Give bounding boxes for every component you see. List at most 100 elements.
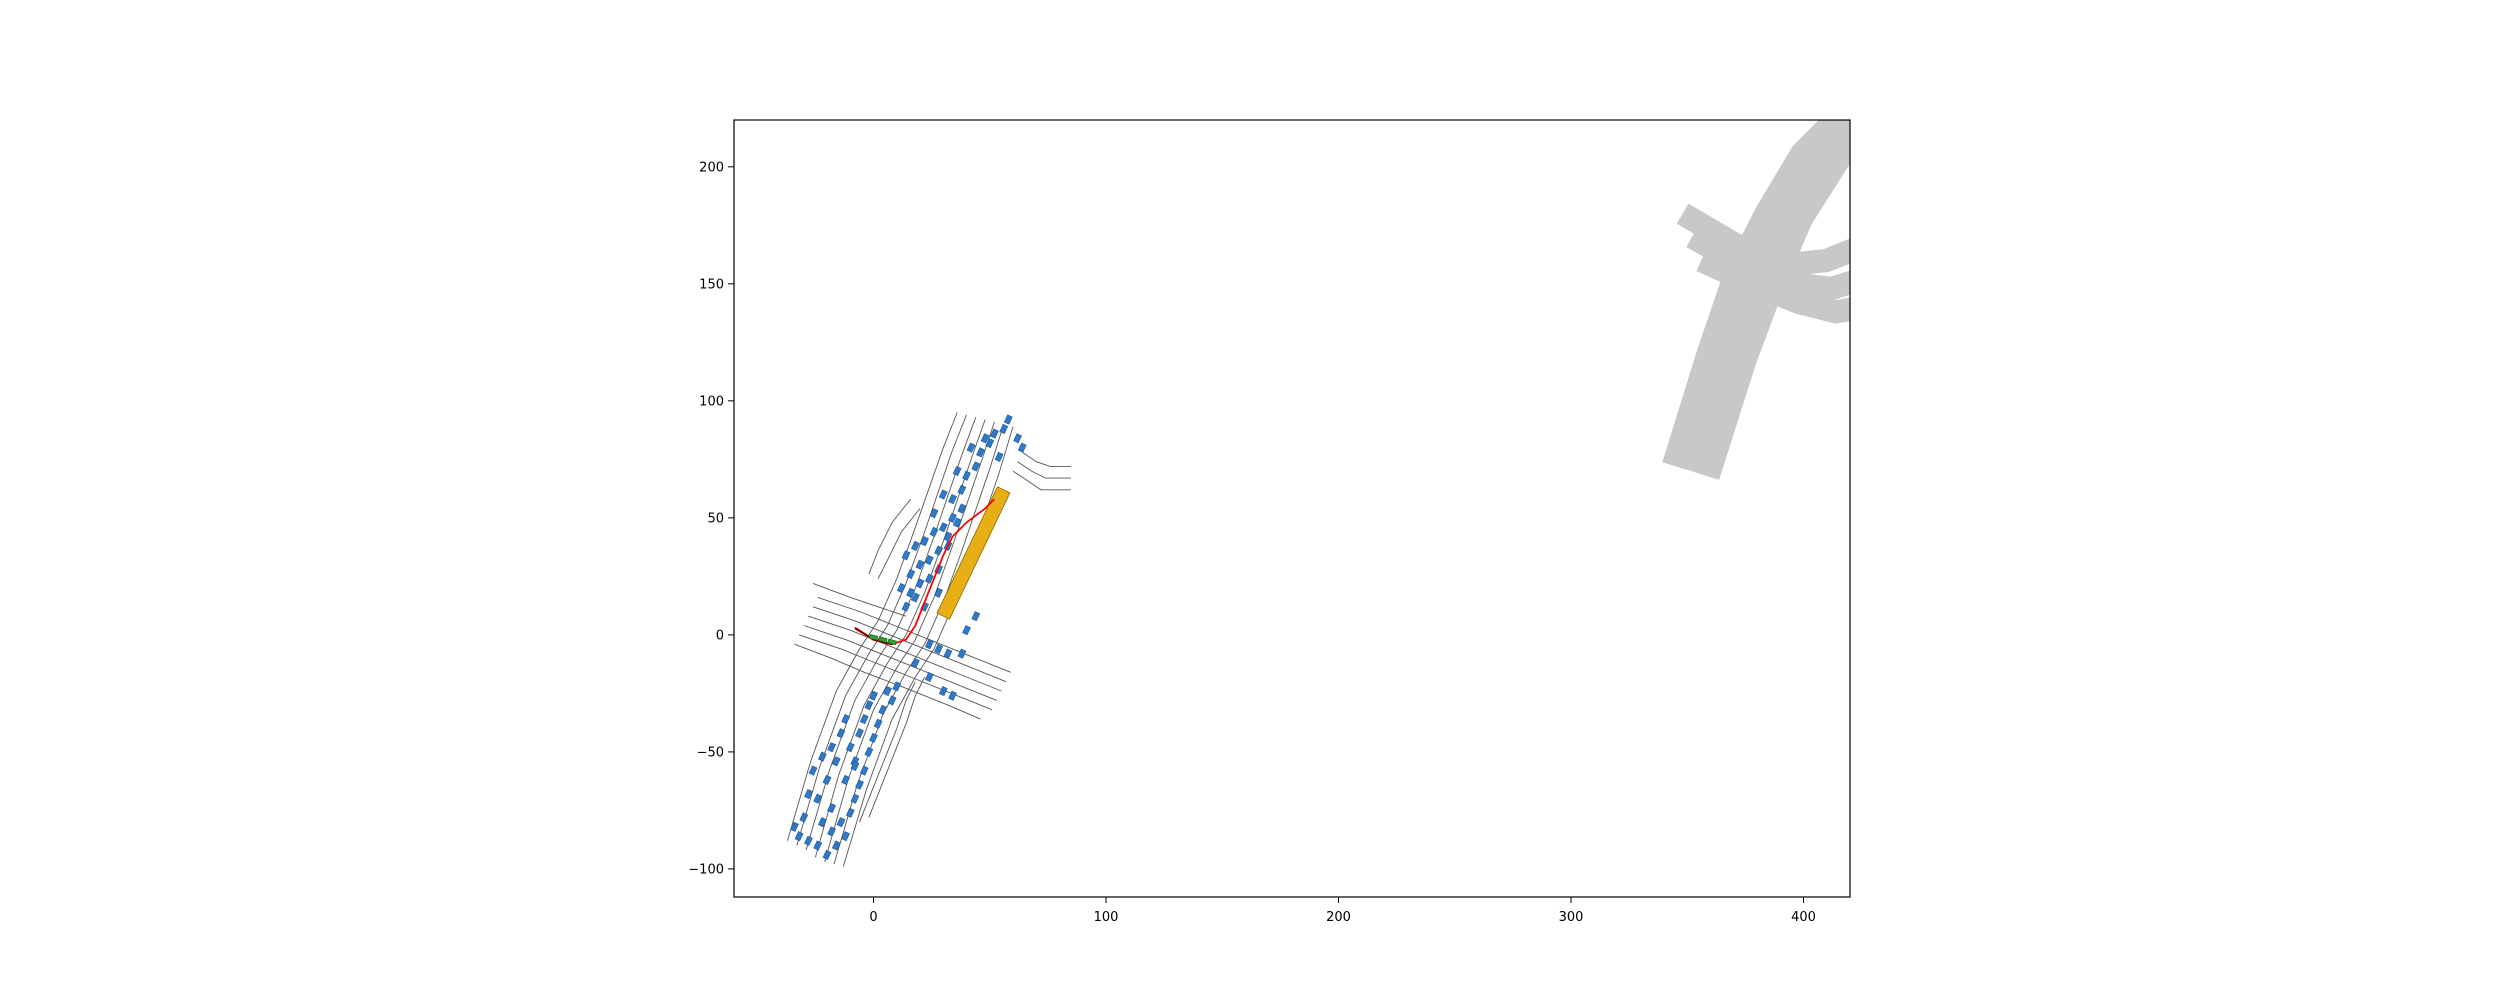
vehicle-30 [873,718,883,729]
vehicle-27 [869,732,878,743]
agents [868,633,897,646]
vehicle-26 [827,742,837,753]
y-tick-label-3: 50 [707,511,724,526]
far-road-5 [1696,249,1850,324]
vehicle-0 [822,849,832,860]
vehicle-51 [915,578,925,589]
vehicle-76 [957,503,967,514]
vehicle-34 [864,700,874,711]
vehicle-35 [887,695,897,706]
vehicles [790,414,1027,860]
vehicle-66 [976,447,985,458]
vehicle-64 [971,461,981,472]
vehicle-11 [845,807,855,818]
lane-line-14 [1012,470,1072,491]
vehicle-54 [911,592,920,603]
vehicle-71 [980,433,990,444]
lane-line-5 [833,424,1005,865]
goal-box [936,486,1011,620]
vehicle-84 [924,671,934,683]
vehicle-16 [855,779,864,790]
far-road-2 [1692,120,1850,480]
x-tick-label-3: 300 [1559,910,1584,925]
lane-line-10 [803,625,997,701]
x-tick-label-4: 400 [1791,910,1816,925]
vehicle-6 [827,826,836,837]
vehicle-72 [1013,433,1022,444]
vehicle-36 [869,690,878,701]
vehicle-74 [994,451,1004,463]
lane-line-15 [1017,461,1072,479]
y-tick-label-2: 0 [716,628,724,643]
lane-line-7 [808,615,1002,692]
vehicle-47 [934,545,943,556]
vehicle-5 [841,831,850,842]
vehicle-22 [831,756,841,767]
vehicle-45 [915,559,925,570]
vehicle-78 [952,517,962,528]
vehicle-10 [836,817,846,828]
lane-line-1 [805,417,977,851]
vehicle-8 [799,812,809,823]
vehicle-75 [1017,442,1027,453]
x-axis-ticks: 0 100 200 300 400 [869,897,1816,925]
x-tick-label-1: 100 [1094,910,1119,925]
lane-line-13 [794,643,981,720]
vehicle-82 [943,648,953,659]
y-tick-label-6: 200 [699,160,724,175]
vehicle-49 [897,583,906,594]
lane-line-16 [1022,451,1072,467]
vehicle-13 [850,793,860,804]
vehicle-87 [910,657,920,669]
vehicle-65 [952,466,962,477]
lane-line-12 [812,582,907,617]
y-axis-ticks: −100 −50 0 50 100 150 200 [688,160,734,877]
vehicle-19 [808,765,818,776]
vehicle-62 [938,489,948,500]
y-tick-label-1: −50 [697,745,724,760]
agent-0 [868,633,879,641]
lane-line-18 [868,676,926,818]
vehicle-44 [906,568,916,580]
vehicle-7 [818,817,827,828]
lane-line-17 [859,681,916,823]
vehicle-59 [929,508,939,519]
vehicle-67 [985,437,995,449]
lane-line-4 [824,421,995,863]
vehicle-32 [841,714,851,725]
agent-2 [887,638,897,646]
vehicle-25 [845,742,855,753]
vehicle-20 [859,765,869,776]
vehicle-88 [962,625,971,636]
lane-line-6 [842,426,1014,867]
y-tick-label-4: 100 [699,394,724,409]
far-road-3 [1676,203,1850,277]
axes-frame [733,119,1851,898]
lane-line-2 [796,414,967,846]
vehicle-81 [934,643,943,654]
vehicle-73 [1003,414,1013,425]
vehicle-46 [924,554,934,566]
vehicle-29 [836,728,846,739]
vehicle-41 [911,540,920,552]
vehicle-70 [999,423,1009,434]
y-tick-label-0: −100 [688,862,724,877]
vehicle-61 [957,484,967,495]
vehicle-50 [906,587,916,598]
vehicle-31 [859,714,869,725]
vehicle-3 [794,831,804,842]
vehicle-9 [790,821,799,832]
vehicle-79 [934,587,943,598]
vehicle-37 [883,686,892,697]
vehicle-80 [924,639,934,650]
vehicle-40 [901,550,911,561]
lane-lines [787,412,1072,867]
vehicle-57 [938,522,948,533]
vehicle-12 [827,802,836,814]
vehicle-86 [948,690,957,701]
agent-1 [878,636,888,643]
vehicle-69 [990,428,999,439]
vehicle-77 [943,531,953,542]
far-road-network [1662,120,1850,480]
